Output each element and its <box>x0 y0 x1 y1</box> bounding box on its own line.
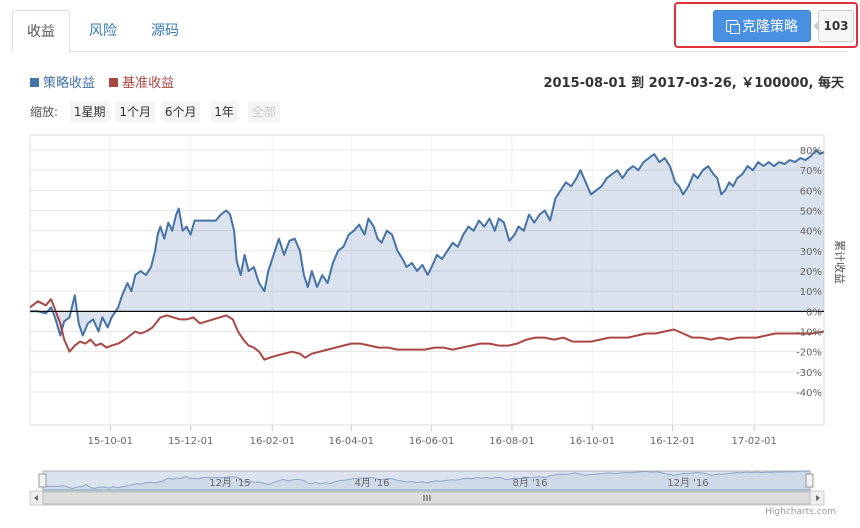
tab-risk[interactable]: 风险 <box>89 23 117 39</box>
legend-swatch-strategy <box>30 78 39 87</box>
benchmark-line <box>29 298 825 361</box>
navigator-series <box>42 470 811 491</box>
x-axis: 15-10-01 15-12-01 16-02-01 16-04-01 16-06-01… <box>88 425 777 447</box>
clone-strategy-label: 克隆策略 <box>742 19 798 35</box>
y-tick-label: 40% <box>800 227 822 238</box>
navigator-label: 4月 '16 <box>354 477 389 489</box>
legend-item-benchmark[interactable]: 基准收益 <box>109 76 174 91</box>
clone-highlight-frame <box>674 2 858 48</box>
x-tick-label: 17-02-01 <box>732 436 777 447</box>
zoom-1w-button[interactable]: 1星期 <box>69 101 110 122</box>
scroll-right-arrow-icon <box>816 495 820 501</box>
tab-returns[interactable]: 收益 <box>12 10 70 53</box>
legend-label-strategy: 策略收益 <box>43 76 96 91</box>
y-tick-label: -30% <box>796 368 822 379</box>
copy-icon <box>726 20 740 34</box>
navigator-label: 12月 '15 <box>209 477 250 489</box>
navigator-handle-right <box>805 473 814 488</box>
y-tick-label: -20% <box>796 348 822 359</box>
zoom-controls: 缩放: 1星期 1个月 6个月 1年 全部 <box>30 101 280 122</box>
strategy-line <box>30 149 825 337</box>
x-tick-label: 16-08-01 <box>489 436 534 447</box>
strategy-area-fill <box>30 150 824 336</box>
y-tick-label: -40% <box>796 388 822 399</box>
y-tick-label: 60% <box>800 186 822 197</box>
navigator-label: 12月 '16 <box>667 477 708 489</box>
highcharts-credit[interactable]: Highcharts.com <box>765 507 836 517</box>
y-tick-label: 10% <box>800 287 822 298</box>
navigator-label: 8月 '16 <box>512 477 547 489</box>
y-tick-label: 0% <box>806 307 822 318</box>
y-tick-label: 80% <box>800 146 822 157</box>
legend-label-benchmark: 基准收益 <box>122 76 175 91</box>
chart-legend: 策略收益 基准收益 <box>30 72 184 91</box>
clone-strategy-button[interactable]: 克隆策略 <box>713 10 811 42</box>
x-tick-label: 16-06-01 <box>409 436 454 447</box>
scroll-left-arrow-icon <box>34 495 38 501</box>
zoom-1m-button[interactable]: 1个月 <box>115 101 155 122</box>
x-tick-label: 16-04-01 <box>329 436 374 447</box>
navigator: 12月 '15 4月 '16 8月 '16 12月 '16 <box>29 470 825 506</box>
y-tick-label: 30% <box>800 247 822 258</box>
zoom-6m-button[interactable]: 6个月 <box>160 101 201 122</box>
zoom-1y-button[interactable]: 1年 <box>210 101 238 122</box>
y-axis: 80% 70% 60% 50% 40% 30% 20% 10% 0% -10% -20% -30% -4… <box>796 146 847 399</box>
zoom-label: 缩放: <box>30 105 59 119</box>
plot-area <box>29 149 825 361</box>
clone-count-badge: 103 <box>813 10 854 42</box>
navigator-handle-left <box>38 473 47 488</box>
y-tick-label: 70% <box>800 166 822 177</box>
chart-grid <box>29 134 825 426</box>
y-axis-title: 累计收益 <box>833 240 847 284</box>
y-tick-label: 50% <box>800 207 822 218</box>
y-tick-label: 20% <box>800 267 822 278</box>
x-tick-label: 16-10-01 <box>570 436 615 447</box>
x-tick-label: 15-12-01 <box>168 436 213 447</box>
legend-swatch-benchmark <box>109 78 119 87</box>
y-tick-label: -10% <box>796 328 822 339</box>
tab-bar: 收益 风险 源码 <box>12 10 848 53</box>
zoom-all-button[interactable]: 全部 <box>247 101 280 122</box>
x-tick-label: 16-02-01 <box>250 436 295 447</box>
x-tick-label: 15-10-01 <box>88 436 133 447</box>
backtest-info: 2015-08-01 到 2017-03-26, ￥100000, 每天 <box>543 76 844 91</box>
legend-item-strategy[interactable]: 策略收益 <box>30 76 95 91</box>
tab-source[interactable]: 源码 <box>151 23 179 39</box>
x-tick-label: 16-12-01 <box>650 436 695 447</box>
plot-background <box>29 134 825 426</box>
